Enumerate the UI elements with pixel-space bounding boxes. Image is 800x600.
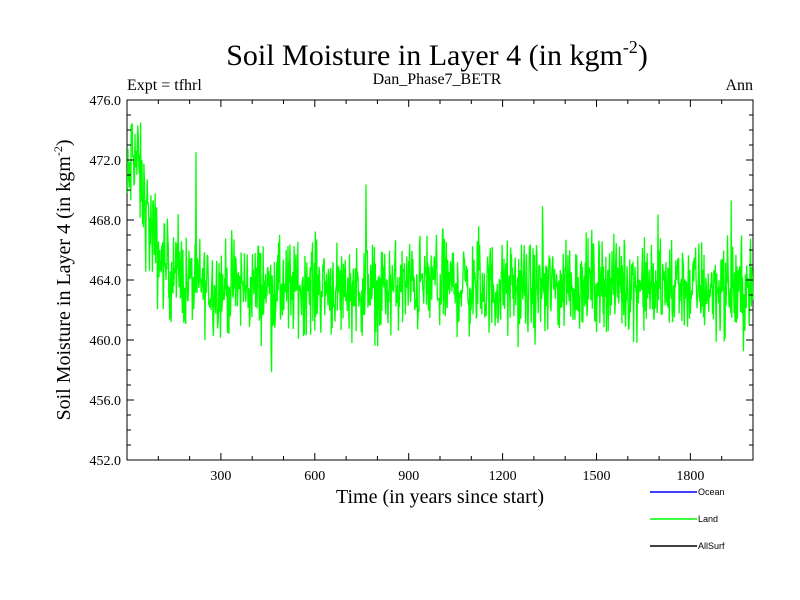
- legend-label-allsurf: AllSurf: [698, 541, 725, 551]
- y-axis-label-close: ): [53, 139, 75, 146]
- chart-title-close: ): [638, 39, 648, 72]
- legend-label-land: Land: [698, 514, 718, 524]
- y-tick-label: 464.0: [90, 274, 122, 289]
- y-axis-label: Soil Moisture in Layer 4 (in kgm-2): [51, 139, 75, 420]
- axis-ticks: 300 600 900 1200 1500 1800 452.0 456.0 460.0 464.…: [90, 94, 753, 484]
- chart-title-superscript: -2: [623, 37, 638, 57]
- y-axis-label-superscript: -2: [51, 146, 65, 156]
- series-land-line: [126, 122, 754, 373]
- y-tick-label: 456.0: [90, 394, 122, 409]
- y-tick-label: 468.0: [90, 214, 122, 229]
- x-axis-label: Time (in years since start): [336, 486, 544, 508]
- y-tick-label: 472.0: [90, 154, 122, 169]
- legend-label-ocean: Ocean: [698, 487, 725, 497]
- subtitle-center: Dan_Phase7_BETR: [373, 71, 502, 88]
- x-tick-label: 900: [398, 469, 419, 484]
- x-tick-label: 1200: [489, 469, 517, 484]
- subtitle-right: Ann: [725, 77, 753, 94]
- y-tick-label: 460.0: [90, 334, 122, 349]
- x-tick-label: 1800: [676, 469, 704, 484]
- chart-title: Soil Moisture in Layer 4 (in kgm-2): [226, 37, 648, 72]
- y-tick-label: 452.0: [90, 454, 122, 469]
- x-tick-label: 600: [304, 469, 325, 484]
- x-tick-label: 300: [210, 469, 231, 484]
- subtitle-left: Expt = tfhrl: [127, 77, 202, 94]
- y-tick-label: 476.0: [90, 94, 122, 109]
- x-tick-label: 1500: [583, 469, 611, 484]
- legend: Ocean Land AllSurf: [650, 487, 725, 551]
